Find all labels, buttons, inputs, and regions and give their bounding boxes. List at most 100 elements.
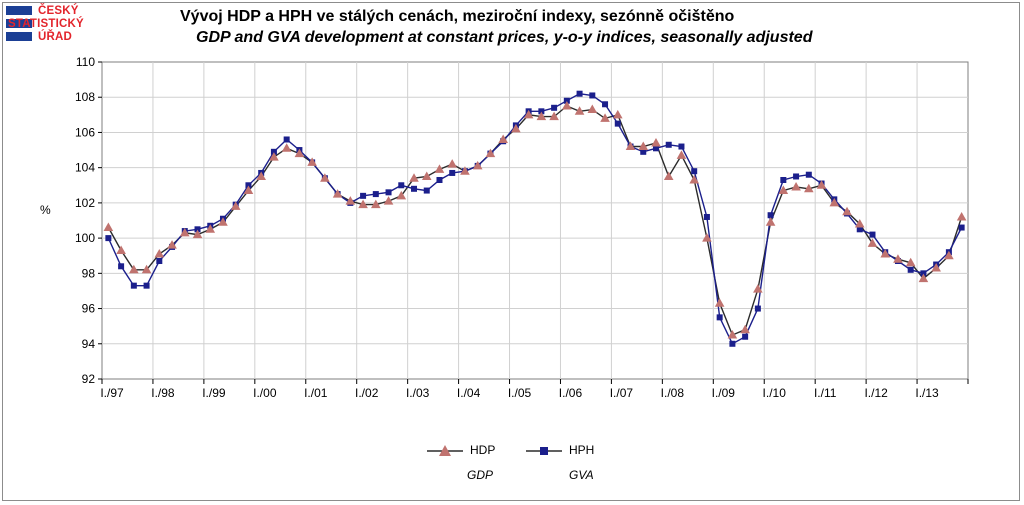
hdp-point — [663, 171, 674, 180]
legend-gdp-label: GDP — [467, 468, 494, 482]
hph-point — [665, 141, 672, 148]
hdp-point — [523, 109, 534, 119]
hdp-point — [192, 229, 203, 239]
hph-point — [716, 314, 723, 321]
hph-point — [869, 231, 876, 238]
hdp-point — [574, 106, 585, 115]
hph-point — [398, 182, 405, 189]
hdp-point — [307, 157, 317, 166]
x-tick-label: I./02 — [355, 386, 379, 400]
x-tick-label: I./11 — [814, 386, 837, 400]
hph-point — [742, 333, 749, 340]
hdp-point — [918, 273, 929, 283]
hdp-point — [625, 141, 636, 151]
hdp-point — [676, 150, 687, 159]
hdp-point — [345, 196, 356, 205]
hdp-point — [358, 199, 368, 209]
hdp-point — [511, 123, 521, 133]
x-tick-label: I./01 — [304, 386, 328, 400]
hdp-point — [141, 264, 152, 274]
x-tick-label: I./09 — [712, 386, 736, 400]
hdp-point — [396, 190, 407, 200]
hdp-point — [103, 222, 114, 232]
y-tick-label: 108 — [75, 90, 95, 104]
hdp-point — [230, 201, 241, 210]
hph-point — [360, 192, 367, 199]
plot-area — [101, 61, 969, 380]
hdp-point — [893, 254, 903, 263]
hph-point — [589, 92, 596, 99]
hdp-point — [485, 148, 496, 158]
x-tick-label: I./08 — [661, 386, 685, 400]
y-tick-label: 100 — [75, 231, 95, 245]
hdp-point — [842, 206, 852, 216]
hph-point — [130, 282, 137, 289]
x-tick-label: I./04 — [457, 386, 481, 400]
legend-hdp-symbol — [427, 445, 463, 456]
x-tick-label: I./00 — [253, 386, 277, 400]
hdp-point — [434, 164, 445, 173]
hdp-point — [167, 240, 177, 249]
hdp-point — [791, 182, 801, 191]
x-tick-label: I./98 — [151, 386, 175, 400]
hdp-point — [421, 171, 432, 180]
hph-point — [143, 282, 150, 289]
x-tick-label: I./07 — [610, 386, 634, 400]
hdp-point — [727, 329, 738, 339]
hph-point — [856, 226, 863, 233]
hph-point — [780, 176, 787, 183]
hph-point — [793, 173, 800, 180]
hdp-point — [651, 138, 661, 147]
hdp-point — [205, 224, 216, 233]
hdp-point — [179, 227, 190, 237]
hdp-point — [116, 245, 126, 254]
hdp-point — [740, 324, 750, 334]
hdp-point — [753, 284, 763, 293]
hph-point — [805, 171, 812, 178]
y-axis-label: % — [40, 203, 51, 217]
hdp-point — [294, 148, 305, 158]
hph-point — [270, 148, 277, 155]
hph-point — [538, 108, 545, 115]
x-tick-label: I./06 — [559, 386, 583, 400]
x-tick-label: I./05 — [508, 386, 532, 400]
hph-point — [372, 191, 379, 198]
hdp-point — [281, 143, 292, 152]
y-tick-label: 110 — [76, 55, 95, 69]
y-tick-label: 92 — [82, 372, 96, 386]
hdp-point — [765, 217, 776, 226]
x-tick-label: I./13 — [915, 386, 939, 400]
logo-line-3: ÚŘAD — [38, 31, 73, 43]
hdp-point — [218, 217, 228, 226]
hph-point — [691, 168, 698, 175]
hdp-point — [905, 257, 916, 267]
hdp-point — [880, 248, 891, 258]
hdp-point — [320, 173, 330, 182]
hph-point — [423, 187, 430, 194]
hph-point — [449, 169, 456, 176]
x-tick-label: I./10 — [763, 386, 787, 400]
hdp-point — [256, 171, 266, 180]
hph-point — [958, 224, 965, 231]
hph-point — [194, 226, 201, 233]
hdp-point — [804, 183, 814, 193]
hph-point — [576, 90, 583, 97]
hph-point — [118, 263, 125, 270]
y-tick-label: 94 — [82, 337, 96, 351]
hdp-point — [689, 174, 699, 184]
logo-line-2: STATISTICKÝ — [8, 18, 84, 30]
legend-hph-label: HPH — [569, 443, 595, 457]
hdp-point — [562, 101, 572, 110]
hdp-point — [460, 166, 470, 175]
hph-point — [729, 340, 736, 347]
hph-point — [156, 258, 163, 265]
y-tick-label: 96 — [82, 302, 96, 316]
hdp-point — [778, 185, 789, 195]
x-tick-label: I./99 — [202, 386, 226, 400]
hdp-point — [129, 264, 139, 274]
hph-point — [105, 235, 112, 242]
hph-point — [703, 213, 710, 220]
hdp-point — [536, 111, 547, 121]
